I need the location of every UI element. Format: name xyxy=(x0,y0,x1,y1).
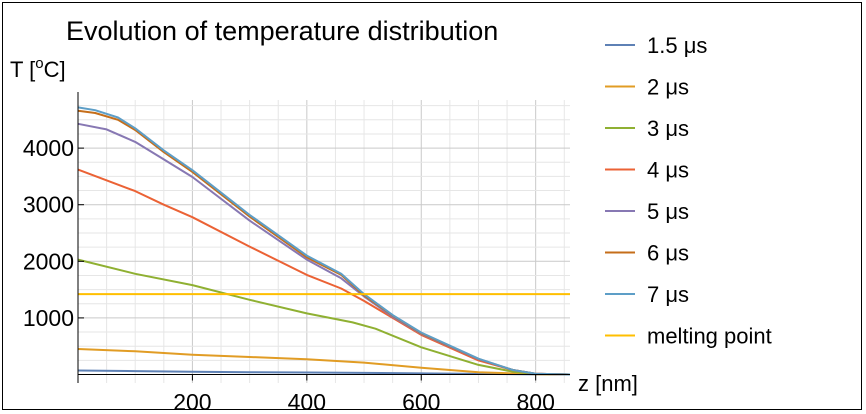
x-tick-label: 400 xyxy=(288,389,326,414)
x-tick-label: 600 xyxy=(402,389,440,414)
series-line xyxy=(77,109,571,376)
tick-labels: 200 400 600 800 1000 2000 3000 4000 xyxy=(23,135,555,414)
x-tick-label: 800 xyxy=(516,389,554,414)
grid xyxy=(78,100,570,383)
y-tick-label: 2000 xyxy=(23,248,74,274)
legend-label: 2 μs xyxy=(647,75,689,100)
series-line xyxy=(77,168,571,376)
x-axis-label: z [nm] xyxy=(578,371,638,396)
legend-label: 3 μs xyxy=(647,116,689,141)
y-label-rest: C] xyxy=(44,57,66,82)
legend: 1.5 μs 2 μs 3 μs 4 μs 5 μs 6 μs 7 μs melting po… xyxy=(605,33,772,349)
chart-frame xyxy=(2,2,862,410)
x-tick-label: 200 xyxy=(173,389,211,414)
legend-label: melting point xyxy=(647,324,772,349)
legend-label: 5 μs xyxy=(647,199,689,224)
y-label-sup: o xyxy=(35,55,43,72)
axes xyxy=(77,92,570,383)
y-tick-label: 3000 xyxy=(23,192,74,218)
series-line xyxy=(77,258,571,376)
series-line xyxy=(77,348,571,376)
y-label-base: T [ xyxy=(10,57,35,82)
y-tick-label: 1000 xyxy=(23,305,74,331)
series-lines xyxy=(77,106,571,376)
y-tick-label: 4000 xyxy=(23,135,74,161)
legend-label: 4 μs xyxy=(647,158,689,183)
chart-title: Evolution of temperature distribution xyxy=(66,16,498,46)
y-axis-label: T [oC] xyxy=(10,55,66,82)
legend-label: 6 μs xyxy=(647,241,689,266)
series-line xyxy=(77,106,571,376)
series-line xyxy=(77,122,571,376)
legend-label: 1.5 μs xyxy=(647,33,707,58)
legend-label: 7 μs xyxy=(647,282,689,307)
